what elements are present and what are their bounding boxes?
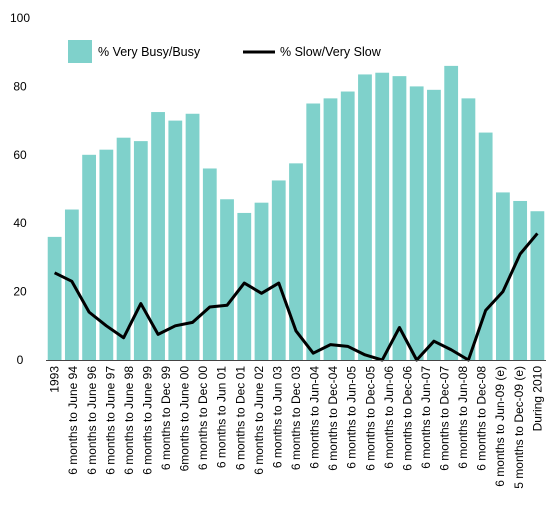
- bar: [254, 202, 269, 360]
- x-tick-label: 6 months to June 98: [122, 366, 136, 475]
- x-tick-label: 6 months to June 94: [66, 366, 80, 475]
- bar: [271, 180, 286, 360]
- y-tick-label: 20: [13, 285, 27, 299]
- bar: [168, 120, 183, 360]
- bar: [340, 91, 355, 360]
- bars-group: [47, 65, 545, 361]
- x-tick-label: 6 months to Jun 03: [270, 366, 284, 468]
- x-tick-label: 6 months to Dec-05: [363, 366, 377, 471]
- y-tick-label: 40: [13, 216, 27, 230]
- bar: [64, 209, 79, 360]
- bar: [116, 137, 131, 360]
- legend-swatch-busy: [68, 40, 92, 63]
- x-tick-label: 5 months to Dec-09 (e): [512, 366, 526, 489]
- bar: [220, 199, 234, 360]
- bar: [478, 132, 493, 360]
- x-tick-label: 6 months to Jun-06: [382, 366, 396, 469]
- x-tick-label: 6 months to June 96: [85, 366, 99, 475]
- x-tick-label: 6 months to June 97: [103, 366, 117, 475]
- line-group: [53, 232, 539, 362]
- x-tick-label: 6 months to Dec-06: [400, 366, 414, 471]
- x-tick-label: 6 months to Dec 01: [233, 366, 247, 470]
- x-tick-label: During 2010: [530, 366, 544, 432]
- bar: [427, 89, 441, 360]
- bar: [530, 211, 545, 360]
- legend-label-busy: % Very Busy/Busy: [98, 45, 201, 59]
- x-tick-label: 6 months to Jun-07: [419, 366, 433, 469]
- bar: [323, 98, 338, 361]
- bar: [306, 103, 321, 360]
- x-tick-label: 1993: [48, 366, 62, 393]
- bar: [444, 65, 459, 360]
- bar: [151, 112, 165, 360]
- y-axis: 0 20 40 60 80 100: [10, 11, 30, 367]
- x-tick-label: 6 months to June 99: [140, 366, 154, 475]
- bar: [392, 76, 407, 360]
- y-tick-label: 100: [10, 11, 30, 25]
- bar: [82, 154, 96, 360]
- series-line-slow: [53, 232, 539, 362]
- bar: [289, 163, 303, 360]
- bar: [496, 192, 510, 360]
- x-tick-label: 6 months to Jun-09 (e): [493, 366, 507, 487]
- x-tick-label: 6 months to Jun 01: [215, 366, 229, 468]
- legend-label-slow: % Slow/Very Slow: [280, 45, 382, 59]
- bar: [185, 113, 200, 360]
- y-tick-label: 0: [17, 353, 24, 367]
- x-tick-label: 6 months to Dec 03: [289, 366, 303, 470]
- x-tick-label: 6 months to Jun-05: [345, 366, 359, 469]
- bar: [409, 86, 424, 361]
- bar: [513, 200, 528, 360]
- bar: [133, 141, 148, 360]
- bar: [99, 149, 114, 360]
- bar: [358, 74, 372, 361]
- bar: [375, 72, 390, 360]
- y-tick-label: 60: [13, 148, 27, 162]
- x-axis: 1993 6 months to June 94 6 months to June …: [46, 360, 546, 489]
- bar: [237, 212, 252, 360]
- bar: [461, 98, 476, 361]
- bar: [47, 236, 62, 360]
- x-tick-label: 6 months to Dec-07: [438, 366, 452, 471]
- x-tick-label: 6months to June 00: [178, 366, 192, 472]
- x-tick-label: 6 months to Dec-04: [326, 366, 340, 471]
- x-tick-label: 6 months to Dec-08: [475, 366, 489, 471]
- y-tick-label: 80: [13, 79, 27, 93]
- legend: % Very Busy/Busy % Slow/Very Slow: [68, 40, 382, 63]
- x-tick-label: 6 months to June 02: [252, 366, 266, 475]
- x-tick-label: 6 months to Dec 99: [159, 366, 173, 470]
- x-tick-label: 6 months to Jun-08: [456, 366, 470, 469]
- x-tick-label: 6 months to Dec 00: [196, 366, 210, 470]
- x-tick-label: 6 months to Jun-04: [308, 366, 322, 469]
- bar: [202, 168, 217, 360]
